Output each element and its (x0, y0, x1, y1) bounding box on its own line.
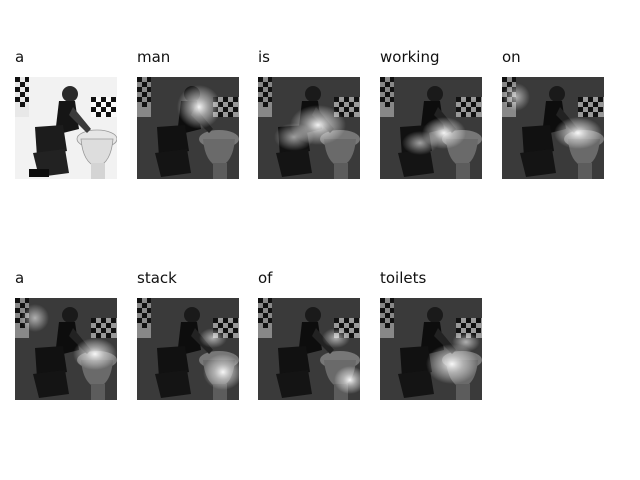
caption-word: a (15, 269, 25, 287)
caption-word: is (258, 48, 270, 66)
original-photo (15, 77, 117, 179)
attention-map (15, 298, 117, 400)
caption-word: of (258, 269, 273, 287)
attention-map (258, 298, 360, 400)
attention-map (137, 298, 239, 400)
attention-map (380, 298, 482, 400)
caption-word: toilets (380, 269, 427, 287)
caption-word: stack (137, 269, 177, 287)
caption-word: on (502, 48, 521, 66)
caption-word: a (15, 48, 25, 66)
attention-map (380, 77, 482, 179)
attention-map (502, 77, 604, 179)
caption-word: man (137, 48, 171, 66)
attention-map (137, 77, 239, 179)
caption-word: working (380, 48, 440, 66)
attention-map (258, 77, 360, 179)
